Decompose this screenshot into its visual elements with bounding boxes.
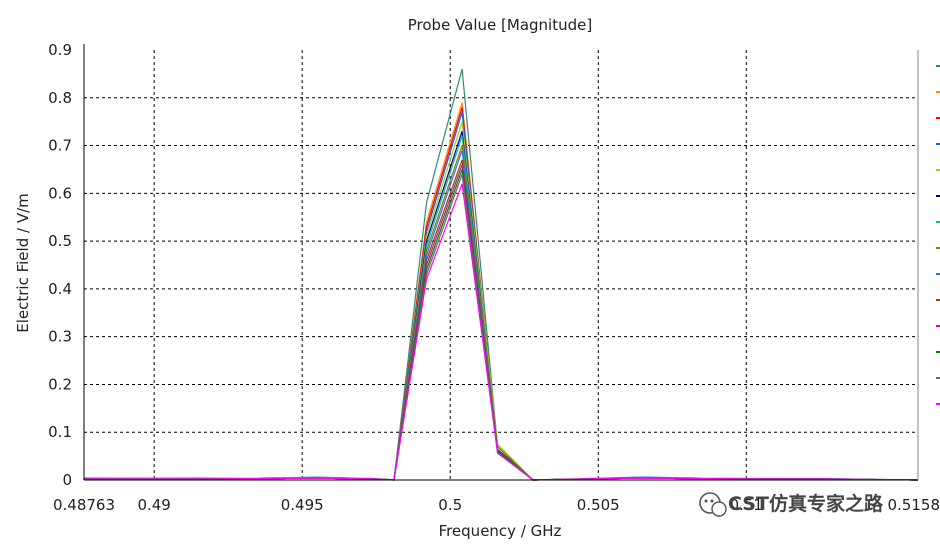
y-tick-label: 0.8 <box>48 89 72 107</box>
y-tick-label: 0.2 <box>48 375 72 393</box>
x-tick-label: 0.505 <box>577 496 620 514</box>
x-tick-label: 0.495 <box>281 496 324 514</box>
wechat-icon <box>699 492 727 517</box>
x-tick-label: 0.5 <box>438 496 462 514</box>
y-tick-label: 0.1 <box>48 423 72 441</box>
y-tick-label: 0 <box>62 471 72 489</box>
plot-area <box>84 50 918 480</box>
legend-marks <box>936 65 940 405</box>
chart-title: Probe Value [Magnitude] <box>408 16 592 34</box>
tick-labels: 0 0.1 0.2 0.3 0.4 0.5 0.6 0.7 0.8 0.9 0.48763 0.49 0… <box>48 41 940 514</box>
watermark-text: CST仿真专家之路 <box>728 492 884 515</box>
y-tick-label: 0.4 <box>48 280 72 298</box>
grid <box>84 50 918 480</box>
axes <box>83 44 919 481</box>
x-tick-label: 0.51 <box>730 496 763 514</box>
y-tick-label: 0.9 <box>48 41 72 59</box>
series-group <box>83 68 919 481</box>
x-tick-label: 0.48763 <box>53 496 115 514</box>
y-axis-label: Electric Field / V/m <box>14 193 32 333</box>
series-line <box>84 183 919 481</box>
x-tick-label: 0.5158 <box>888 496 940 514</box>
watermark: CST仿真专家之路 <box>699 492 884 517</box>
y-tick-label: 0.5 <box>48 232 72 250</box>
x-axis-label: Frequency / GHz <box>439 522 562 540</box>
y-tick-label: 0.6 <box>48 184 72 202</box>
x-tick-label: 0.49 <box>137 496 170 514</box>
y-tick-label: 0.3 <box>48 328 72 346</box>
y-tick-label: 0.7 <box>48 137 72 155</box>
